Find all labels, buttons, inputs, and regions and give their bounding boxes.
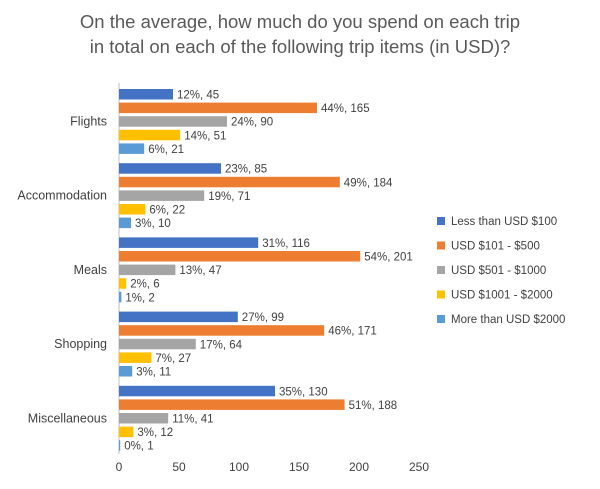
legend-swatch: [437, 217, 445, 225]
data-label: 6%, 21: [148, 144, 184, 156]
plot-area: 0 50 100 150 200 250 Flights 12%, 45 44%, 165 24%…: [17, 83, 429, 474]
data-label: 12%, 45: [177, 90, 219, 102]
bar: [119, 440, 121, 451]
bar: [119, 278, 127, 289]
legend-swatch: [437, 315, 445, 323]
bar: [119, 338, 196, 350]
data-label: 3%, 11: [136, 367, 171, 379]
category-label: Meals: [74, 263, 107, 277]
x-tick-label: 150: [289, 460, 309, 474]
x-tick-label: 100: [229, 460, 249, 474]
x-tick-label: 200: [349, 460, 369, 474]
data-label: 46%, 171: [328, 326, 377, 338]
data-label: 6%, 22: [149, 205, 185, 217]
bar: [119, 129, 181, 141]
data-label: 35%, 130: [279, 386, 328, 398]
category-label: Accommodation: [17, 189, 107, 203]
bar: [119, 190, 205, 201]
bar: [119, 366, 133, 377]
legend-swatch: [437, 241, 445, 250]
x-tick-label: 0: [116, 460, 123, 474]
data-label: 11%, 41: [172, 414, 213, 426]
legend-swatch: [437, 290, 445, 299]
chart-title-line-1: On the average, how much do you spend on…: [80, 11, 520, 32]
data-label: 44%, 165: [321, 103, 370, 115]
bar: [119, 143, 145, 154]
bar: [119, 204, 146, 215]
x-tick-label: 50: [172, 460, 186, 474]
data-label: 1%, 2: [125, 292, 154, 304]
bar: [119, 116, 227, 127]
data-label: 17%, 64: [200, 339, 243, 351]
data-label: 27%, 99: [242, 312, 284, 324]
bar: [119, 163, 221, 174]
data-label: 19%, 71: [208, 191, 250, 203]
data-label: 51%, 188: [349, 400, 398, 412]
bar: [119, 217, 131, 229]
bar: [119, 102, 317, 114]
data-label: 3%, 10: [135, 218, 171, 230]
legend-label: USD $501 - $1000: [451, 265, 546, 277]
bar: [119, 291, 122, 303]
data-label: 31%, 116: [262, 238, 310, 250]
bar: [119, 352, 152, 363]
legend-label: USD $1001 - $2000: [451, 290, 553, 302]
legend-swatch: [437, 266, 445, 274]
chart-title-line-2: in total on each of the following trip i…: [90, 36, 511, 57]
bar: [119, 176, 340, 188]
data-label: 3%, 12: [137, 427, 173, 439]
data-label: 14%, 51: [184, 130, 226, 142]
bar: [119, 311, 238, 323]
bar: [119, 426, 134, 438]
data-label: 49%, 184: [344, 177, 393, 189]
data-label: 54%, 201: [364, 252, 413, 264]
bar: [119, 89, 173, 100]
data-label: 0%, 1: [124, 441, 153, 453]
data-label: 13%, 47: [179, 265, 221, 277]
bar: [119, 237, 259, 248]
bar: [119, 251, 361, 262]
x-tick-label: 250: [409, 460, 429, 474]
bar: [119, 325, 325, 336]
bar: [119, 399, 345, 410]
bar: [119, 413, 169, 424]
category-label: Miscellaneous: [28, 411, 107, 425]
data-label: 24%, 90: [231, 117, 273, 129]
legend-label: Less than USD $100: [451, 216, 557, 228]
category-label: Shopping: [54, 337, 107, 351]
legend-label: USD $101 - $500: [451, 241, 540, 253]
bar: [119, 385, 275, 397]
bar: [119, 264, 176, 276]
data-label: 2%, 6: [130, 279, 159, 291]
category-label: Flights: [70, 114, 107, 128]
data-label: 7%, 27: [155, 353, 191, 365]
legend: Less than USD $100 USD $101 - $500 USD $50…: [437, 216, 565, 326]
data-label: 23%, 85: [225, 164, 267, 176]
legend-label: More than USD $2000: [451, 314, 565, 326]
